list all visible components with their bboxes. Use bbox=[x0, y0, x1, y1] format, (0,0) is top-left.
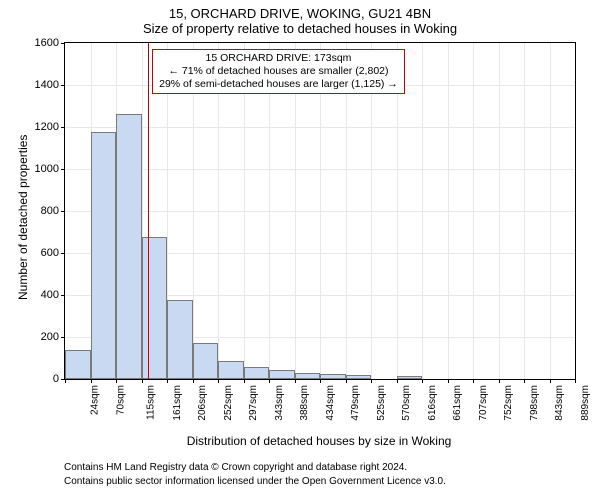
page-title: 15, ORCHARD DRIVE, WOKING, GU21 4BN bbox=[0, 0, 600, 21]
footer-line-1: Contains HM Land Registry data © Crown c… bbox=[64, 462, 407, 473]
histogram-bar bbox=[218, 361, 244, 379]
x-tick bbox=[244, 379, 245, 383]
annotation-box: 15 ORCHARD DRIVE: 173sqm← 71% of detache… bbox=[152, 49, 405, 94]
x-tick-label: 843sqm bbox=[554, 385, 565, 421]
y-tick-label: 200 bbox=[41, 331, 59, 343]
annotation-line: 29% of semi-detached houses are larger (… bbox=[159, 78, 398, 91]
x-tick-label: 434sqm bbox=[325, 385, 336, 421]
y-axis-title: Number of detached properties bbox=[16, 135, 30, 300]
y-tick bbox=[61, 253, 65, 254]
y-tick bbox=[61, 211, 65, 212]
x-tick bbox=[499, 379, 500, 383]
histogram-bar bbox=[91, 132, 117, 379]
x-tick bbox=[167, 379, 168, 383]
x-tick bbox=[116, 379, 117, 383]
annotation-line: 15 ORCHARD DRIVE: 173sqm bbox=[159, 52, 398, 65]
x-tick-label: 206sqm bbox=[197, 385, 208, 421]
grid-line bbox=[65, 211, 575, 212]
histogram-bar bbox=[346, 375, 372, 379]
x-tick-label: 570sqm bbox=[401, 385, 412, 421]
page-subtitle: Size of property relative to detached ho… bbox=[0, 21, 600, 36]
x-tick-label: 115sqm bbox=[145, 385, 156, 420]
y-tick bbox=[61, 295, 65, 296]
annotation-line: ← 71% of detached houses are smaller (2,… bbox=[159, 65, 398, 78]
histogram-plot: 24sqm70sqm115sqm161sqm206sqm252sqm297sqm… bbox=[64, 42, 576, 380]
x-tick bbox=[524, 379, 525, 383]
y-tick-label: 0 bbox=[53, 373, 59, 385]
histogram-bar bbox=[116, 114, 142, 379]
x-tick-label: 161sqm bbox=[172, 385, 183, 421]
histogram-bar bbox=[397, 376, 423, 379]
x-tick-label: 343sqm bbox=[274, 385, 285, 421]
y-tick-label: 1400 bbox=[35, 79, 59, 91]
y-tick bbox=[61, 169, 65, 170]
x-tick-label: 252sqm bbox=[223, 385, 234, 421]
x-tick bbox=[397, 379, 398, 383]
y-tick bbox=[61, 43, 65, 44]
x-tick bbox=[320, 379, 321, 383]
histogram-bar bbox=[295, 373, 321, 379]
x-tick bbox=[422, 379, 423, 383]
footer-line-2: Contains public sector information licen… bbox=[64, 476, 446, 487]
x-tick-label: 479sqm bbox=[350, 385, 361, 421]
x-tick bbox=[346, 379, 347, 383]
y-tick bbox=[61, 337, 65, 338]
y-tick-label: 1000 bbox=[35, 163, 59, 175]
y-tick-label: 600 bbox=[41, 247, 59, 259]
x-tick-label: 889sqm bbox=[580, 385, 591, 421]
x-tick-label: 297sqm bbox=[248, 385, 259, 421]
y-tick bbox=[61, 379, 65, 380]
histogram-bar bbox=[269, 370, 295, 379]
x-tick-label: 752sqm bbox=[503, 385, 514, 421]
histogram-bar bbox=[167, 300, 193, 379]
x-tick-label: 707sqm bbox=[478, 385, 489, 421]
x-tick-label: 525sqm bbox=[376, 385, 387, 421]
grid-line bbox=[65, 169, 575, 170]
x-tick bbox=[193, 379, 194, 383]
y-tick bbox=[61, 85, 65, 86]
x-tick bbox=[473, 379, 474, 383]
x-axis-title: Distribution of detached houses by size … bbox=[64, 434, 574, 448]
y-tick-label: 1600 bbox=[35, 37, 59, 49]
x-tick bbox=[550, 379, 551, 383]
grid-line bbox=[65, 127, 575, 128]
x-tick bbox=[448, 379, 449, 383]
x-tick bbox=[371, 379, 372, 383]
histogram-bar bbox=[142, 237, 168, 379]
y-tick-label: 400 bbox=[41, 289, 59, 301]
histogram-bar bbox=[65, 350, 91, 379]
y-tick bbox=[61, 127, 65, 128]
y-tick-label: 1200 bbox=[35, 121, 59, 133]
y-tick-label: 800 bbox=[41, 205, 59, 217]
x-tick bbox=[269, 379, 270, 383]
x-tick-label: 24sqm bbox=[90, 385, 101, 415]
x-tick bbox=[142, 379, 143, 383]
x-tick-label: 388sqm bbox=[299, 385, 310, 421]
histogram-bar bbox=[193, 343, 219, 379]
x-tick-label: 616sqm bbox=[427, 385, 438, 421]
x-tick-label: 661sqm bbox=[452, 385, 463, 421]
property-marker-line bbox=[148, 43, 149, 379]
x-tick-label: 798sqm bbox=[529, 385, 540, 421]
histogram-bar bbox=[320, 374, 346, 379]
histogram-bar bbox=[244, 367, 270, 379]
x-tick bbox=[575, 379, 576, 383]
x-tick bbox=[91, 379, 92, 383]
x-tick bbox=[295, 379, 296, 383]
x-tick bbox=[218, 379, 219, 383]
x-tick bbox=[65, 379, 66, 383]
x-tick-label: 70sqm bbox=[115, 385, 126, 415]
